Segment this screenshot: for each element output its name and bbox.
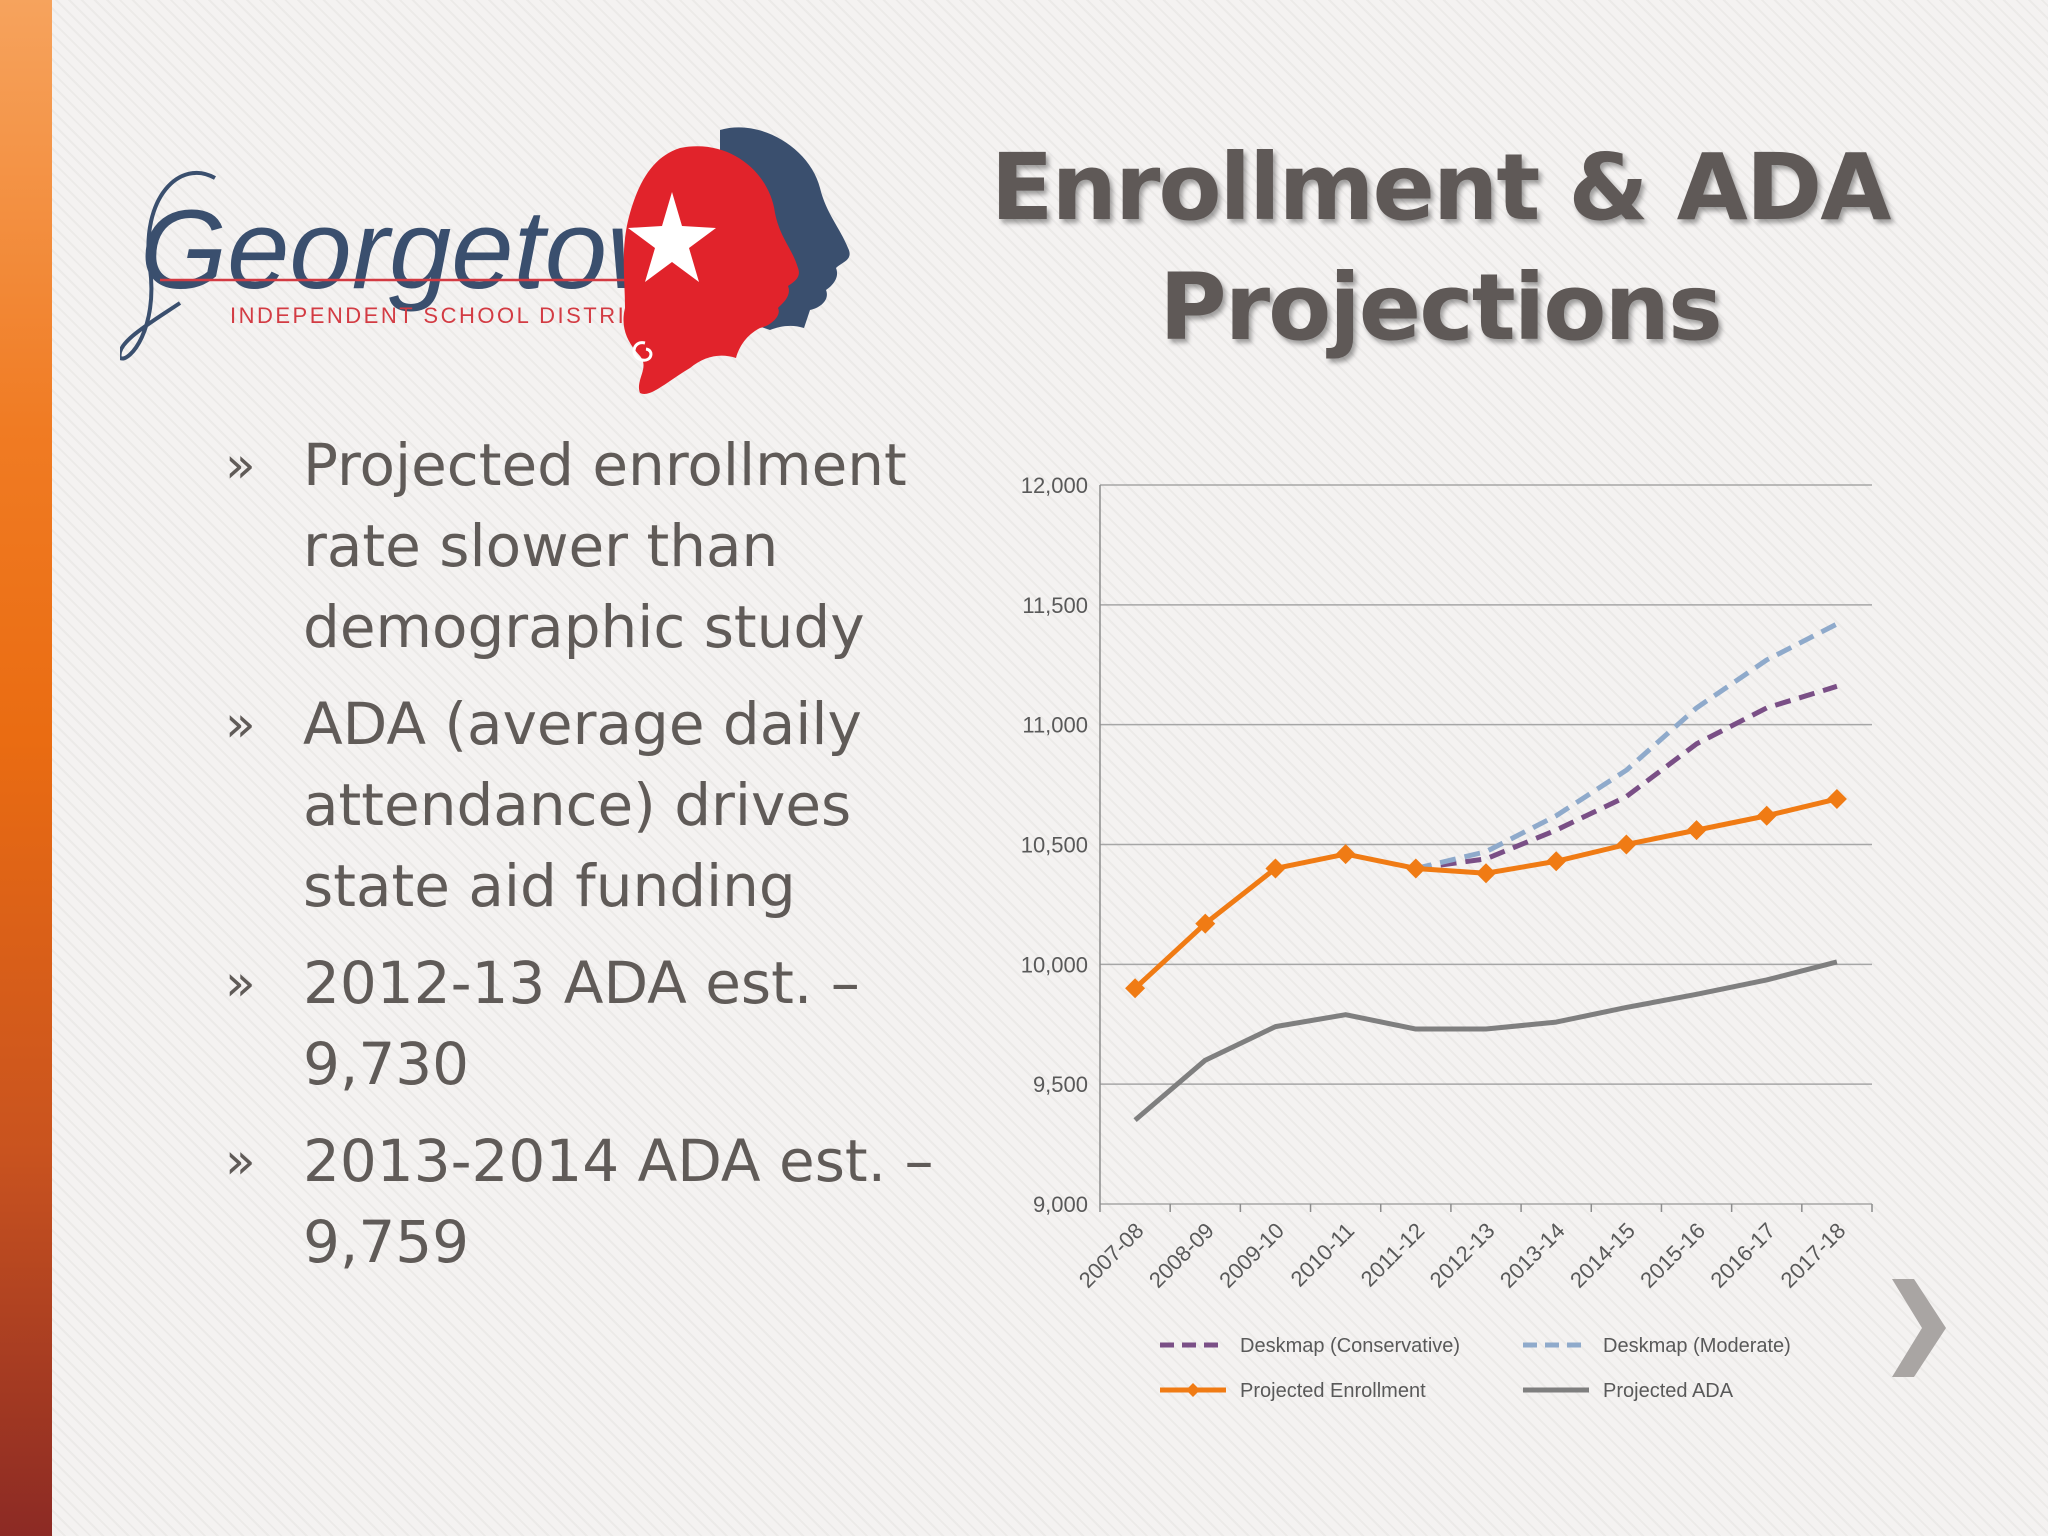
logo-subtitle: INDEPENDENT SCHOOL DISTRICT xyxy=(230,303,661,328)
bullet-line: attendance) drives xyxy=(303,771,852,839)
series-point xyxy=(1756,805,1777,826)
series-point xyxy=(1826,788,1847,809)
series-line xyxy=(1133,796,1838,991)
bullet-item: » Projected enrollment rate slower than … xyxy=(225,425,965,668)
series-point xyxy=(1125,978,1146,999)
legend-label: Projected Enrollment xyxy=(1240,1380,1426,1402)
slide-title: Enrollment & ADA Projections xyxy=(990,128,1892,368)
x-tick-label: 2009-10 xyxy=(1214,1218,1289,1293)
bullet-marker: » xyxy=(225,954,256,1012)
series-point xyxy=(1686,820,1707,841)
x-tick-label: 2013-14 xyxy=(1495,1218,1570,1293)
legend-marker xyxy=(1186,1383,1200,1397)
x-tick-label: 2014-15 xyxy=(1565,1218,1640,1293)
series-point xyxy=(1546,851,1567,872)
y-tick-label: 9,500 xyxy=(1033,1072,1088,1097)
bullet-line: demographic study xyxy=(303,593,865,661)
y-tick-label: 11,500 xyxy=(1022,593,1088,618)
bullet-list: » Projected enrollment rate slower than … xyxy=(225,425,965,1299)
bullet-line: 2012-13 ADA est. – xyxy=(303,949,860,1017)
legend-label: Projected ADA xyxy=(1603,1380,1734,1402)
side-accent-bar xyxy=(0,0,52,1536)
logo-graphic: Georgetown INDEPENDENT SCHOOL DISTRICT xyxy=(117,127,850,394)
logo-star-icon xyxy=(628,192,716,282)
y-tick-label: 9,000 xyxy=(1033,1192,1088,1217)
series-line xyxy=(1415,621,1839,871)
legend-label: Deskmap (Conservative) xyxy=(1240,1335,1460,1357)
legend-label: Deskmap (Moderate) xyxy=(1603,1335,1791,1357)
logo-hair-swirl xyxy=(632,341,653,362)
x-tick-label: 2007-08 xyxy=(1074,1218,1149,1293)
series-point xyxy=(1195,913,1216,934)
bullet-item: » ADA (average daily attendance) drives … xyxy=(225,684,965,927)
x-tick-label: 2015-16 xyxy=(1635,1218,1710,1293)
series-point xyxy=(1405,858,1426,879)
series-point xyxy=(1265,858,1286,879)
y-tick-label: 10,500 xyxy=(1021,833,1088,858)
slide-title-line-1: Enrollment & ADA xyxy=(990,134,1892,241)
x-tick-label: 2012-13 xyxy=(1425,1218,1500,1293)
x-tick-label: 2010-11 xyxy=(1286,1218,1360,1292)
bullet-marker: » xyxy=(225,695,256,753)
bullet-line: 2013-2014 ADA est. – xyxy=(303,1127,934,1195)
bullet-line: rate slower than xyxy=(303,512,779,580)
series-point xyxy=(1616,834,1637,855)
bullet-item: » 2012-13 ADA est. – 9,730 xyxy=(225,943,965,1105)
y-tick-label: 10,000 xyxy=(1021,952,1088,977)
y-tick-label: 12,000 xyxy=(1021,473,1088,498)
series-point xyxy=(1476,863,1496,884)
bullet-line: Projected enrollment xyxy=(303,431,907,499)
series-line xyxy=(1133,959,1838,1123)
bullet-line: state aid funding xyxy=(303,852,796,920)
district-logo: Georgetown INDEPENDENT SCHOOL DISTRICT xyxy=(117,118,880,398)
x-tick-label: 2017-18 xyxy=(1776,1218,1851,1293)
bullet-marker: » xyxy=(225,436,256,494)
chevron-right-icon xyxy=(1892,1279,1946,1377)
logo-g-flourish xyxy=(117,170,216,361)
bullet-line: 9,759 xyxy=(303,1208,470,1276)
x-tick-label: 2008-09 xyxy=(1144,1218,1219,1293)
bullet-line: ADA (average daily xyxy=(303,690,862,758)
bullet-item: » 2013-2014 ADA est. – 9,759 xyxy=(225,1121,965,1283)
x-tick-label: 2016-17 xyxy=(1705,1218,1780,1293)
enrollment-chart: 9,000 9,500 10,000 10,500 11,000 11,500 12,000… xyxy=(980,450,1900,1410)
x-tick-label: 2011-12 xyxy=(1356,1218,1430,1292)
series-point xyxy=(1335,844,1356,865)
bullet-line: 9,730 xyxy=(303,1030,470,1098)
chart-canvas: 9,000 9,500 10,000 10,500 11,000 11,500 12,000… xyxy=(1021,473,1873,1402)
bullet-marker: » xyxy=(225,1132,256,1190)
y-tick-label: 11,000 xyxy=(1022,713,1088,738)
slide-title-line-2: Projections xyxy=(1159,254,1722,361)
next-slide-button[interactable] xyxy=(1888,1275,1948,1381)
